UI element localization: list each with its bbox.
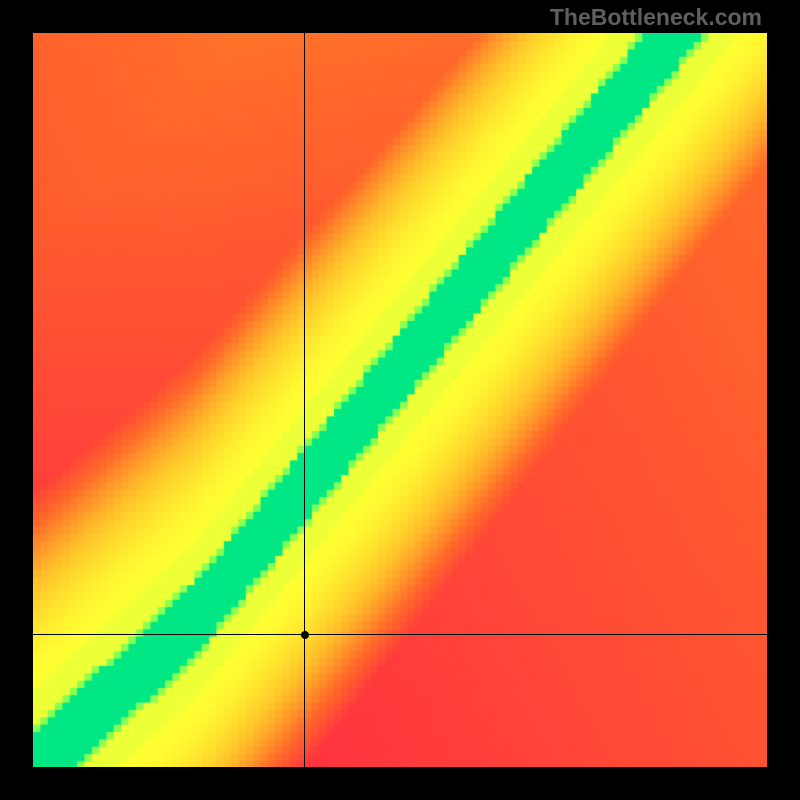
- heatmap-plot: [33, 33, 767, 767]
- watermark-text: TheBottleneck.com: [550, 4, 762, 31]
- heatmap-canvas: [33, 33, 767, 767]
- crosshair-vertical: [304, 33, 305, 767]
- crosshair-dot: [301, 631, 309, 639]
- crosshair-horizontal: [33, 634, 767, 635]
